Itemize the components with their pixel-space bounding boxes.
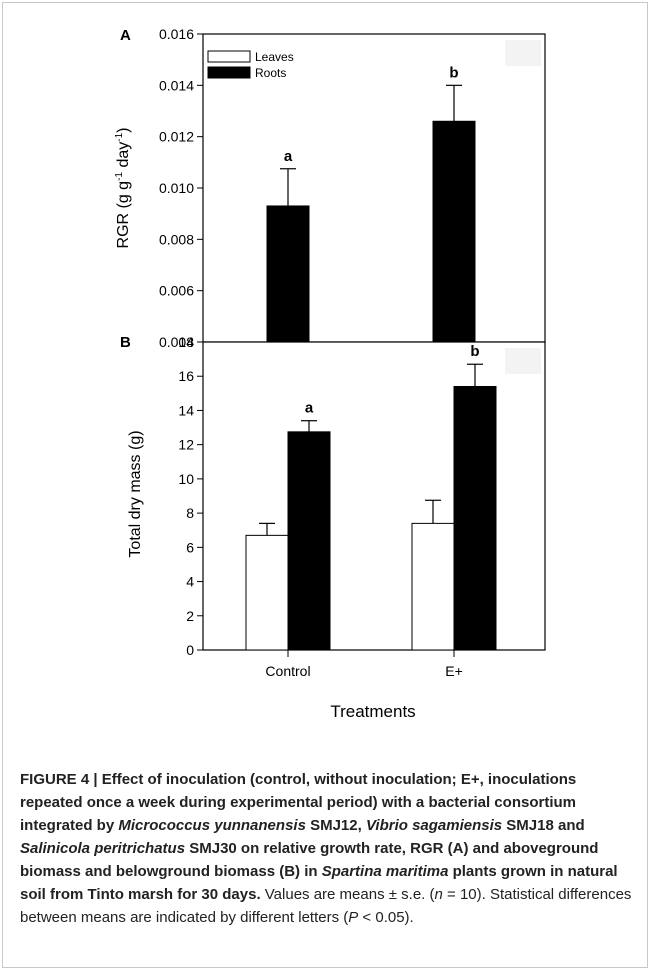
caption-lead: FIGURE 4 | Effect of inoculation (contro… — [20, 771, 577, 834]
bar-roots — [266, 205, 310, 343]
x-tick-label: Control — [265, 663, 310, 679]
panel-a-plot-box — [202, 33, 546, 343]
bar-roots — [432, 120, 476, 343]
y-tick-label: 0.004 — [159, 334, 194, 350]
caption-text-3: SMJ30 on relative growth rate, RGR (A) a… — [20, 840, 599, 880]
y-tick-label: 0.012 — [159, 129, 194, 145]
panel-a-label: A — [120, 27, 131, 44]
panel-b-label: B — [120, 334, 131, 351]
panel-a-legend: Leaves Roots — [207, 50, 294, 80]
bar-roots — [287, 431, 331, 651]
panel-b-bars: ab — [245, 343, 497, 651]
caption-n-var: n — [434, 886, 443, 903]
significance-letter: a — [284, 148, 293, 165]
figure-caption: FIGURE 4 | Effect of inoculation (contro… — [20, 768, 640, 929]
panel-a-corner-patch — [505, 40, 541, 66]
caption-p-var: P — [348, 909, 359, 926]
bar-leaves — [411, 522, 455, 651]
y-tick-label: 14 — [178, 402, 194, 418]
figure-chart: A RGR (g g-1 day-1) 0.004 0.006 0.008 0.010… — [114, 26, 546, 721]
y-tick-label: 10 — [178, 471, 194, 487]
legend-swatch-leaves — [207, 50, 251, 63]
y-tick-label: 18 — [178, 334, 194, 350]
caption-species-3: Salinicola peritrichatus — [20, 840, 186, 857]
legend-label-roots: Roots — [255, 66, 286, 80]
caption-stats-2: = 10). Statistical differences between m… — [20, 886, 632, 926]
caption-stats-1: Values are means ± s.e. ( — [260, 886, 435, 903]
caption-species-2: Vibrio sagamiensis — [365, 817, 503, 834]
caption-text-2: SMJ18 and — [502, 817, 585, 834]
bar-leaves — [245, 534, 289, 651]
x-tick-label: E+ — [445, 663, 463, 679]
legend-label-leaves: Leaves — [255, 50, 294, 64]
y-tick-label: 0.006 — [159, 283, 194, 299]
y-tick-label: 8 — [186, 505, 194, 521]
caption-bold-text: FIGURE 4 | Effect of inoculation (contro… — [20, 771, 618, 903]
y-tick-label: 6 — [186, 539, 194, 555]
y-tick-label: 0.014 — [159, 77, 194, 93]
panel-b-x-axis-label: Treatments — [330, 702, 415, 721]
y-tick-label: 0 — [186, 642, 194, 658]
panel-b-ticks: 0 2 4 6 8 10 12 14 16 18 — [178, 334, 203, 658]
y-tick-label: 16 — [178, 368, 194, 384]
caption-stats-3: < 0.05). — [358, 909, 414, 926]
y-tick-label: 0.016 — [159, 26, 194, 42]
significance-letter: b — [449, 64, 458, 81]
y-tick-label: 0.008 — [159, 231, 194, 247]
panel-b-x-ticks: Control E+ — [265, 650, 463, 679]
panel-a-bars: ab — [266, 64, 476, 343]
panel-b-corner-patch — [505, 348, 541, 374]
significance-letter: b — [470, 343, 479, 360]
y-tick-label: 12 — [178, 437, 194, 453]
y-tick-label: 2 — [186, 608, 194, 624]
caption-species-4: Spartina maritima — [321, 863, 449, 880]
bar-roots — [453, 385, 497, 651]
caption-text-4: plants grown in natural soil from Tinto … — [20, 863, 618, 903]
significance-letter: a — [305, 400, 314, 417]
panel-b-y-axis-label: Total dry mass (g) — [127, 430, 144, 557]
panel-a: A RGR (g g-1 day-1) 0.004 0.006 0.008 0.010… — [114, 26, 546, 350]
caption-species-1: Micrococcus yunnanensis — [118, 817, 306, 834]
caption-text-1: SMJ12, — [305, 817, 366, 834]
panel-a-ticks: 0.004 0.006 0.008 0.010 0.012 0.014 0.016 — [159, 26, 203, 350]
legend-swatch-roots — [207, 66, 251, 79]
panel-a-y-axis-label: RGR (g g-1 day-1) — [114, 128, 132, 249]
y-tick-label: 4 — [186, 574, 194, 590]
y-tick-label: 0.010 — [159, 180, 194, 196]
